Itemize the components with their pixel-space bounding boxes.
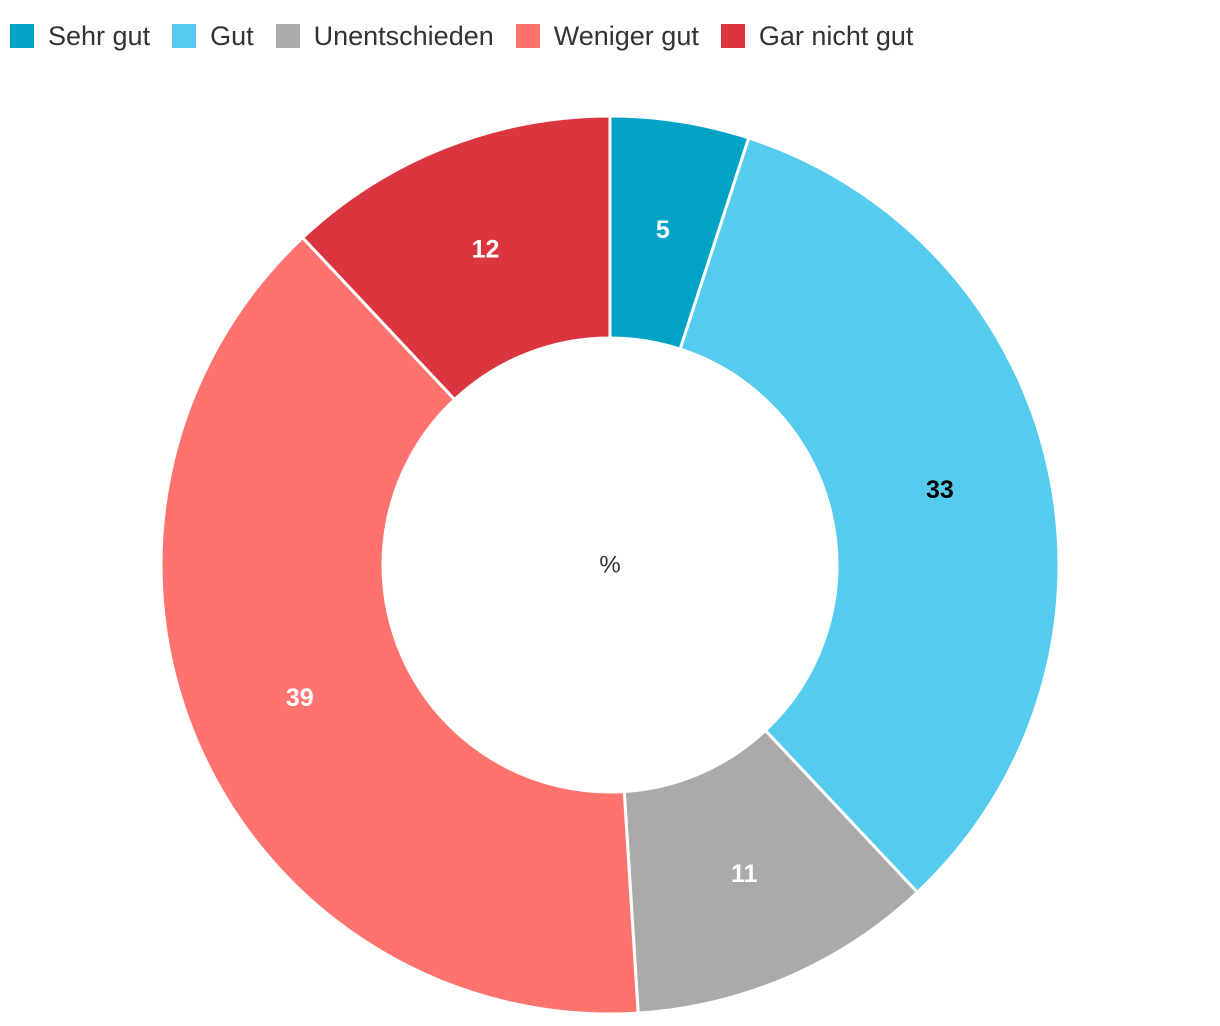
slice-value-label: 39 <box>286 684 314 712</box>
donut-slices <box>159 114 1061 1016</box>
slice-value-label: 12 <box>472 235 500 263</box>
center-label: % <box>599 551 620 578</box>
legend-swatch <box>515 24 540 48</box>
slice-value-label: 33 <box>926 476 954 504</box>
legend-item[interactable]: Weniger gut <box>515 18 699 54</box>
donut-slice[interactable] <box>301 114 612 402</box>
donut-slice[interactable] <box>622 728 919 1015</box>
legend-label: Gut <box>210 21 254 51</box>
legend-swatch <box>275 24 300 48</box>
legend-item[interactable]: Gar nicht gut <box>720 18 914 54</box>
legend-item[interactable]: Sehr gut <box>10 18 150 54</box>
legend-swatch <box>720 24 745 48</box>
donut-slice[interactable] <box>678 136 1061 894</box>
legend-swatch <box>172 24 197 48</box>
legend-item[interactable]: Gut <box>172 18 254 54</box>
slice-value-label: 11 <box>731 860 758 888</box>
legend-label: Gar nicht gut <box>758 21 914 51</box>
legend-label: Sehr gut <box>48 21 151 51</box>
legend-label: Unentschieden <box>313 21 494 51</box>
legend-swatch <box>10 24 34 48</box>
slice-labels: 5 33 11 39 12 <box>286 216 954 888</box>
chart-legend: Sehr gut Gut Unentschieden Weniger gut Gar n… <box>10 18 935 54</box>
legend-label: Weniger gut <box>553 21 699 51</box>
slice-value-label: 5 <box>656 216 670 244</box>
legend-item[interactable]: Unentschieden <box>275 18 494 54</box>
donut-slice[interactable] <box>159 236 640 1016</box>
